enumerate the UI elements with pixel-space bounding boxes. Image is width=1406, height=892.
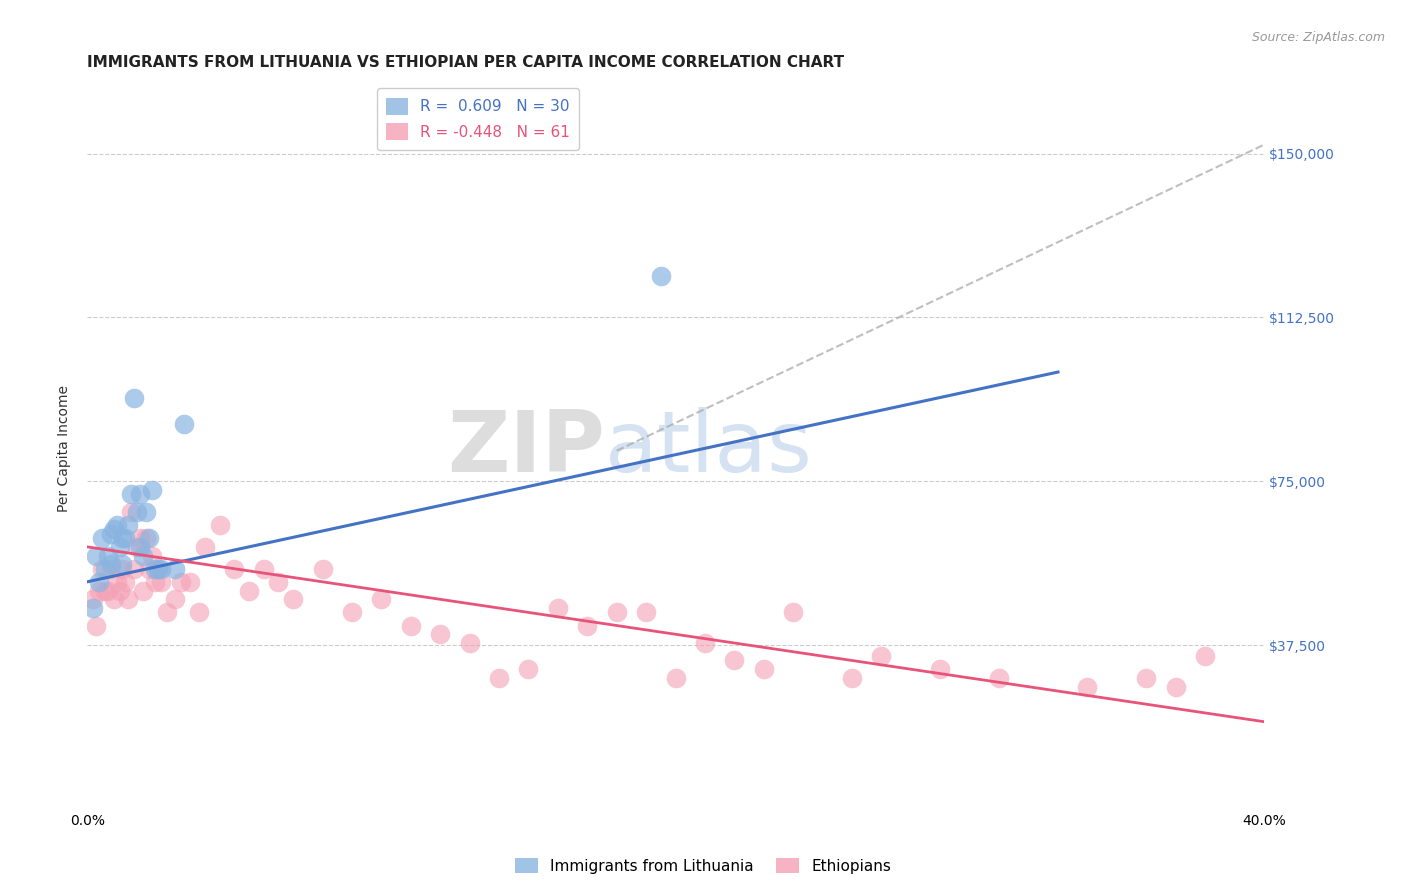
Text: IMMIGRANTS FROM LITHUANIA VS ETHIOPIAN PER CAPITA INCOME CORRELATION CHART: IMMIGRANTS FROM LITHUANIA VS ETHIOPIAN P… <box>87 55 844 70</box>
Point <box>870 649 893 664</box>
Point <box>117 518 139 533</box>
Point <box>138 562 160 576</box>
Point <box>1164 680 1187 694</box>
Point <box>94 562 117 576</box>
Point <box>841 671 863 685</box>
Text: Source: ZipAtlas.com: Source: ZipAtlas.com <box>1251 31 1385 45</box>
Point <box>122 391 145 405</box>
Point <box>141 483 163 497</box>
Point <box>238 583 260 598</box>
Point <box>340 606 363 620</box>
Point <box>94 583 117 598</box>
Y-axis label: Per Capita Income: Per Capita Income <box>58 385 72 512</box>
Point <box>1194 649 1216 664</box>
Point <box>127 505 149 519</box>
Point <box>517 662 540 676</box>
Point <box>111 558 134 572</box>
Point <box>141 549 163 563</box>
Point <box>117 592 139 607</box>
Point <box>100 562 122 576</box>
Point <box>120 505 142 519</box>
Point <box>1076 680 1098 694</box>
Point <box>97 549 120 563</box>
Point <box>173 417 195 432</box>
Point <box>488 671 510 685</box>
Point <box>90 562 112 576</box>
Point <box>129 487 152 501</box>
Point <box>100 526 122 541</box>
Point <box>129 540 152 554</box>
Text: atlas: atlas <box>605 407 813 490</box>
Point <box>105 518 128 533</box>
Point <box>82 601 104 615</box>
Point <box>1135 671 1157 685</box>
Point <box>111 531 134 545</box>
Point <box>370 592 392 607</box>
Point <box>120 487 142 501</box>
Point <box>281 592 304 607</box>
Point <box>576 618 599 632</box>
Point <box>84 549 107 563</box>
Point <box>165 562 187 576</box>
Point <box>429 627 451 641</box>
Point <box>143 574 166 589</box>
Point <box>155 606 177 620</box>
Point <box>108 540 131 554</box>
Point <box>103 592 125 607</box>
Point <box>105 574 128 589</box>
Point <box>129 531 152 545</box>
Point <box>988 671 1011 685</box>
Point <box>165 592 187 607</box>
Point <box>114 574 136 589</box>
Point <box>752 662 775 676</box>
Point <box>90 531 112 545</box>
Point <box>111 562 134 576</box>
Point <box>399 618 422 632</box>
Point <box>149 574 172 589</box>
Point <box>224 562 246 576</box>
Point <box>82 592 104 607</box>
Point <box>782 606 804 620</box>
Point <box>606 606 628 620</box>
Point <box>87 583 110 598</box>
Point <box>97 583 120 598</box>
Point <box>253 562 276 576</box>
Point <box>143 562 166 576</box>
Point <box>723 653 745 667</box>
Point <box>267 574 290 589</box>
Point <box>135 505 157 519</box>
Point <box>114 531 136 545</box>
Point <box>103 522 125 536</box>
Point <box>547 601 569 615</box>
Point <box>664 671 686 685</box>
Point <box>187 606 209 620</box>
Point <box>138 531 160 545</box>
Point <box>108 583 131 598</box>
Point <box>146 562 169 576</box>
Point <box>132 549 155 563</box>
Legend: R =  0.609   N = 30, R = -0.448   N = 61: R = 0.609 N = 30, R = -0.448 N = 61 <box>377 88 579 150</box>
Point <box>636 606 658 620</box>
Point <box>149 562 172 576</box>
Point <box>311 562 333 576</box>
Text: ZIP: ZIP <box>447 407 605 490</box>
Legend: Immigrants from Lithuania, Ethiopians: Immigrants from Lithuania, Ethiopians <box>509 852 897 880</box>
Point <box>179 574 201 589</box>
Point <box>170 574 193 589</box>
Point <box>127 540 149 554</box>
Point <box>208 518 231 533</box>
Point <box>693 636 716 650</box>
Point <box>929 662 952 676</box>
Point <box>135 531 157 545</box>
Point <box>132 583 155 598</box>
Point <box>100 558 122 572</box>
Point <box>458 636 481 650</box>
Point <box>84 618 107 632</box>
Point <box>122 562 145 576</box>
Point <box>87 574 110 589</box>
Point <box>650 268 672 283</box>
Point <box>146 562 169 576</box>
Point <box>194 540 217 554</box>
